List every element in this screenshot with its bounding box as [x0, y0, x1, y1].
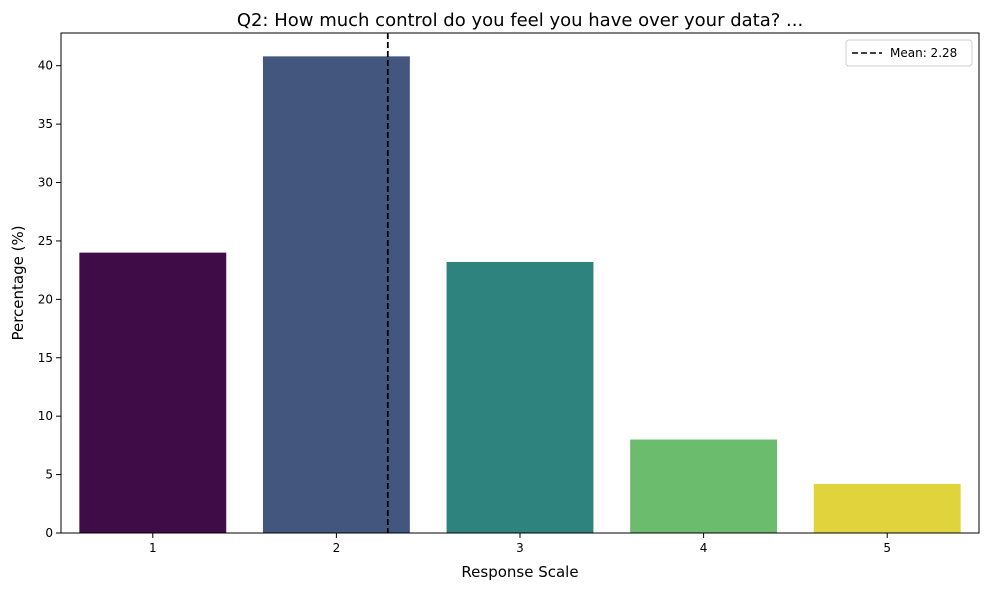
x-tick-label: 1	[149, 541, 157, 555]
legend-frame	[845, 39, 973, 67]
bar-2	[262, 56, 410, 533]
legend: Mean: 2.28	[845, 39, 973, 67]
y-tick-label: 0	[45, 526, 53, 540]
y-tick-label: 40	[38, 59, 53, 73]
bar-3	[446, 261, 594, 533]
y-tick-label: 5	[45, 468, 53, 482]
y-tick-label: 30	[38, 176, 53, 190]
x-tick-label: 3	[516, 541, 524, 555]
bars-layer	[79, 56, 961, 534]
y-axis-label: Percentage (%)	[9, 225, 27, 340]
y-tick-label: 10	[38, 409, 53, 423]
y-tick-label: 25	[38, 234, 53, 248]
chart-title: Q2: How much control do you feel you hav…	[237, 10, 803, 31]
bar-1	[79, 252, 227, 534]
x-axis-label: Response Scale	[461, 563, 578, 581]
x-tick-label: 4	[700, 541, 708, 555]
y-tick-label: 35	[38, 117, 53, 131]
y-tick-label: 20	[38, 292, 53, 306]
bar-4	[630, 439, 778, 533]
x-tick-label: 2	[333, 541, 341, 555]
ticks-layer: 0 5 10 15 20 25 30 35 40 1 2 3 4 5	[38, 59, 891, 555]
bar-5	[813, 483, 961, 533]
y-tick-label: 15	[38, 351, 53, 365]
legend-mean-label: Mean: 2.28	[890, 46, 957, 60]
x-tick-label: 5	[883, 541, 891, 555]
